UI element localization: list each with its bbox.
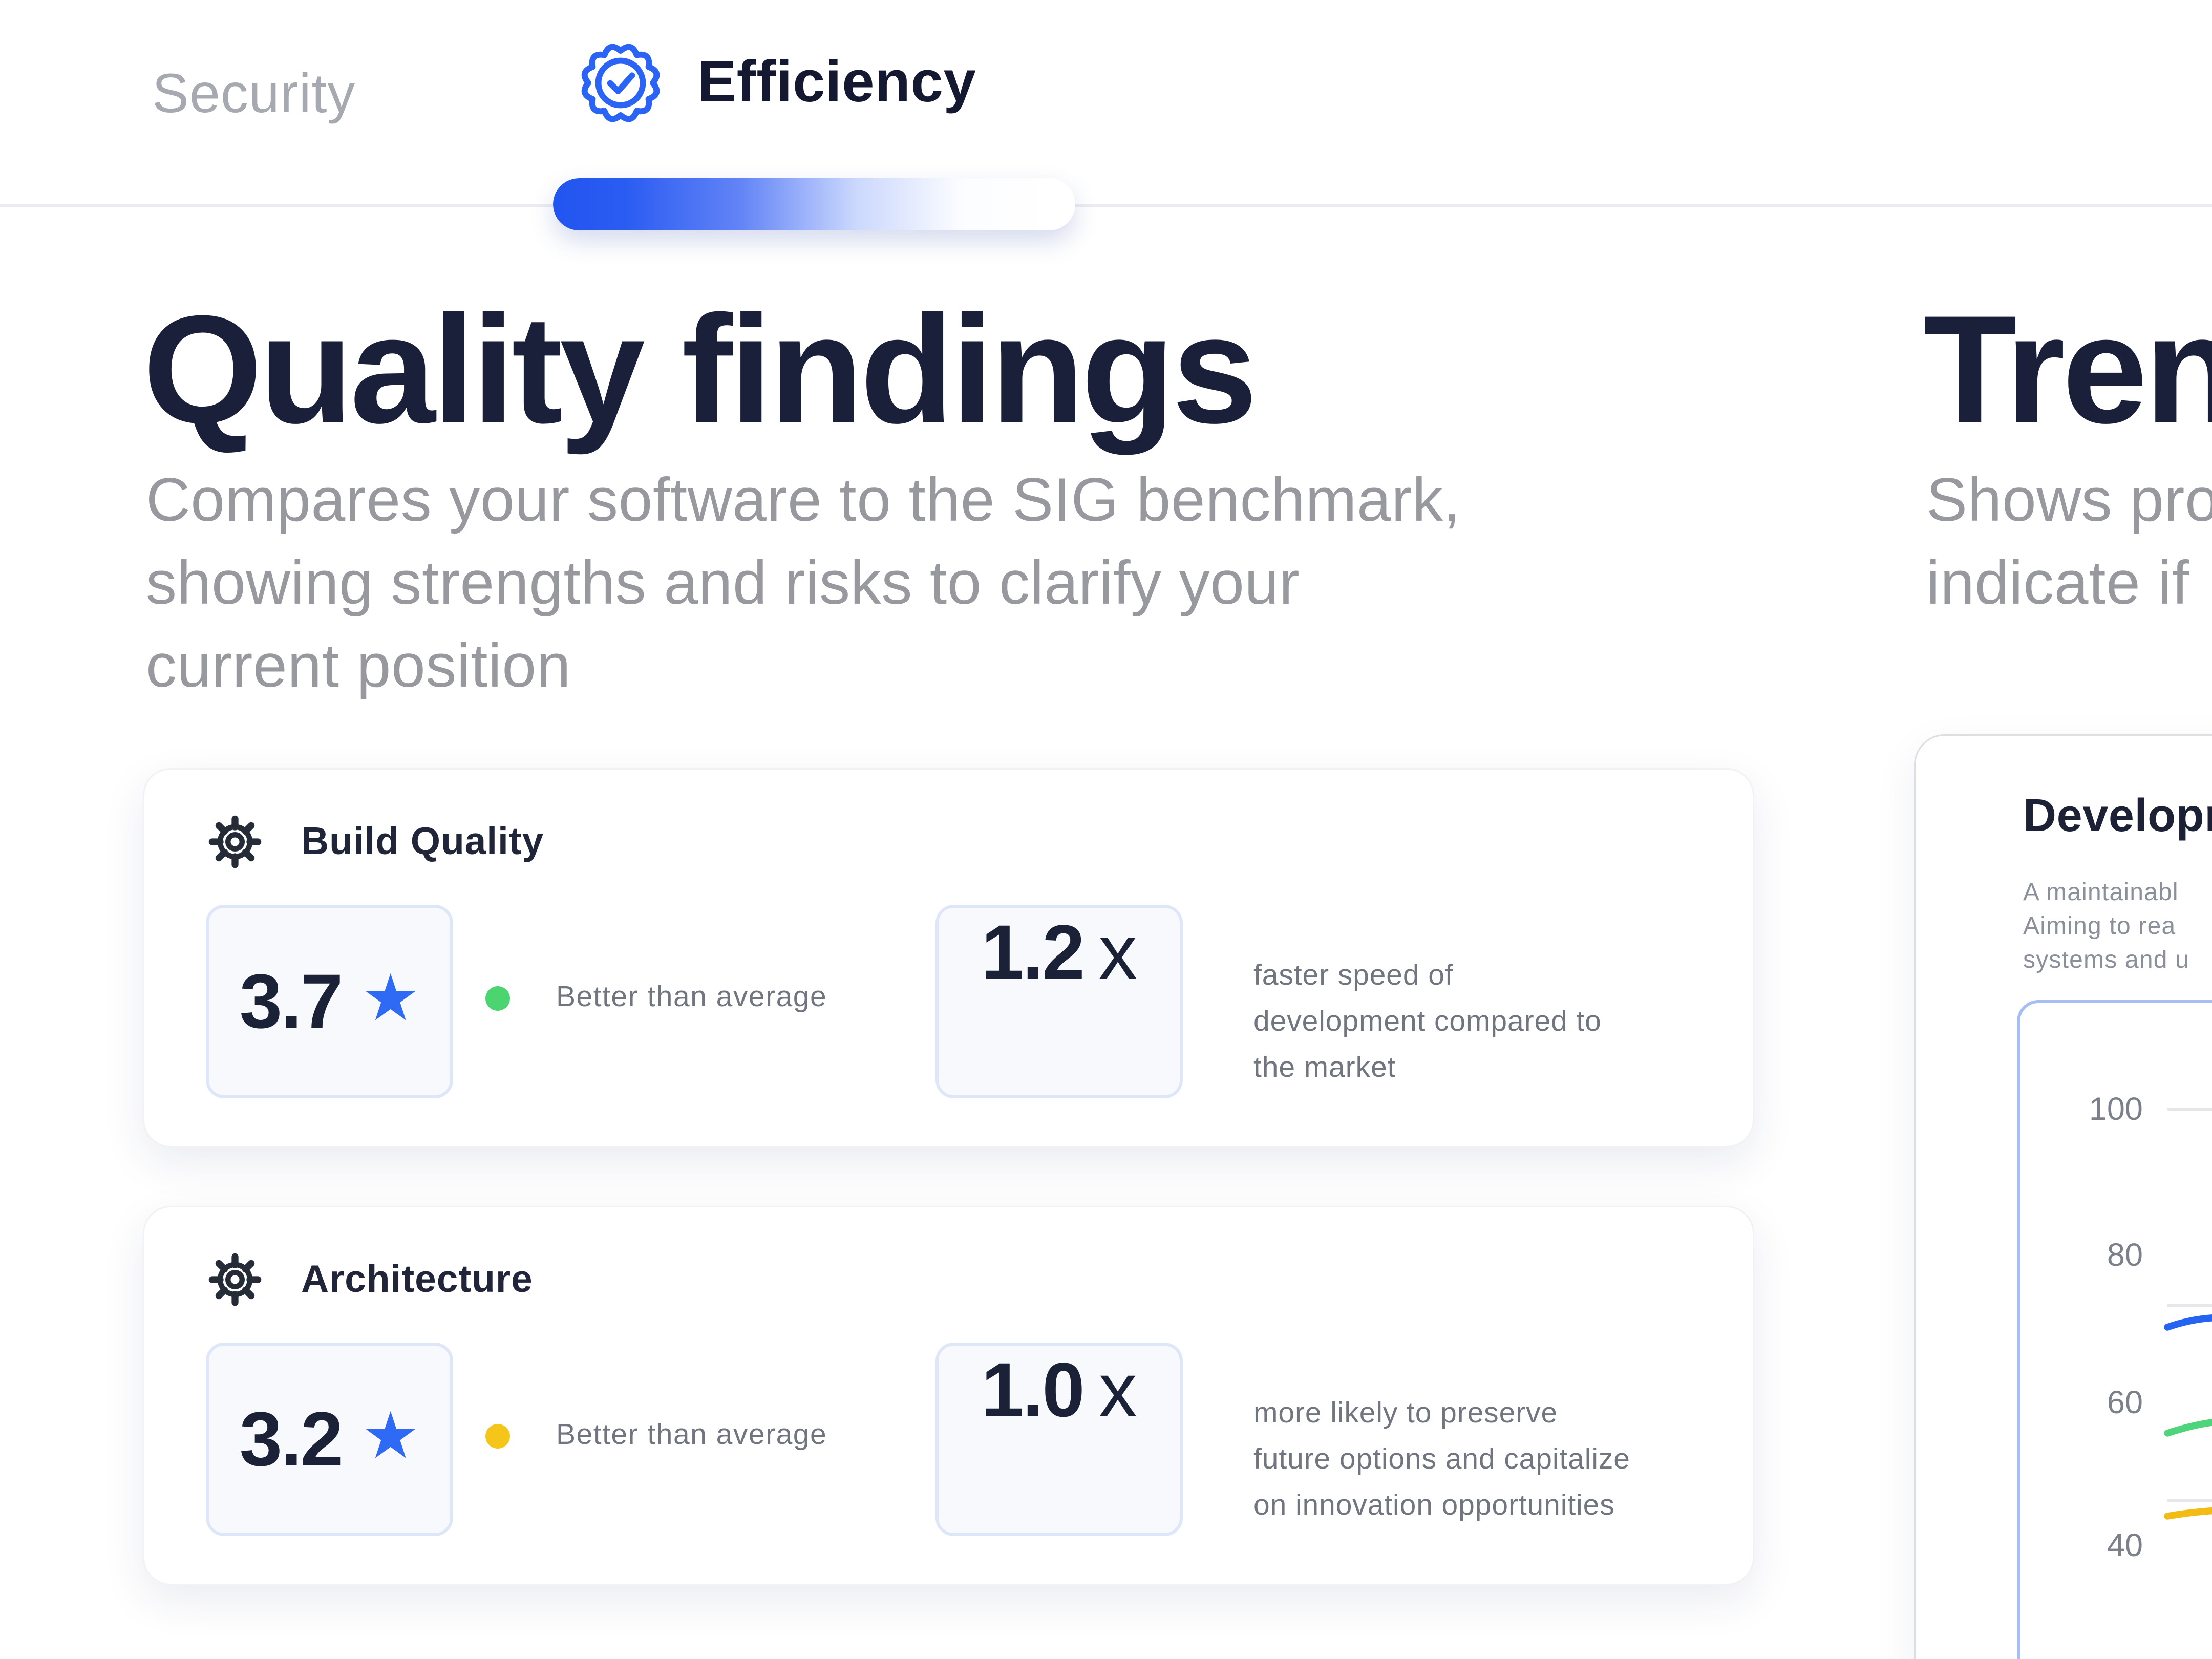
card-title: Build Quality [301, 819, 544, 863]
multiplier-unit: x [1098, 1347, 1137, 1433]
tab-security[interactable]: Security [152, 61, 356, 124]
desc-line: development compared to [1253, 1006, 1602, 1038]
status-dot [485, 986, 510, 1011]
status-label: Better than average [556, 982, 827, 1014]
line-series-blue [2164, 1314, 2212, 1331]
trend-chart-plot [2164, 1108, 2212, 1520]
star-icon: ★ [361, 1399, 420, 1472]
score-box: 3.2 ★ [206, 1343, 453, 1536]
subtitle-line: indicate if [1926, 550, 2189, 618]
y-tick-80: 80 [2107, 1238, 2143, 1273]
tab-efficiency[interactable]: Efficiency [578, 40, 976, 126]
trend-title: Trend [1923, 284, 2212, 456]
multiplier-box: 1.2 x [935, 905, 1183, 1098]
tab-efficiency-label: Efficiency [697, 50, 976, 115]
multiplier-unit: x [1098, 909, 1137, 995]
subtitle-line: Compares your software to the SIG benchm… [146, 467, 1461, 535]
multiplier-value: 1.2 [981, 909, 1085, 995]
desc-line: faster speed of [1253, 960, 1454, 992]
gridlines [2167, 1108, 2212, 1502]
score-value: 3.2 [239, 1396, 344, 1482]
desc-line: more likely to preserve [1253, 1398, 1558, 1430]
subtitle-line: showing strengths and risks to clarify y… [146, 550, 1300, 618]
verified-badge-icon [581, 44, 660, 122]
development-heading: Development [2023, 791, 2212, 842]
subtitle-line: current position [146, 633, 571, 700]
multiplier-value: 1.0 [981, 1347, 1085, 1433]
y-tick-40: 40 [2107, 1528, 2143, 1564]
progress-fill [553, 178, 1075, 230]
multiplier-box: 1.0 x [935, 1343, 1183, 1536]
multiplier-description: faster speed of development compared to … [1253, 954, 1602, 1092]
quality-findings-subtitle: Compares your software to the SIG benchm… [146, 459, 1461, 708]
trend-chart: 100 80 60 40 [2017, 1000, 2212, 1659]
y-tick-100: 100 [2089, 1092, 2143, 1128]
desc-line: the market [1253, 1052, 1396, 1084]
line-series-green [2164, 1419, 2212, 1437]
development-description: A maintainabl Aiming to rea systems and … [2023, 877, 2189, 979]
efficiency-progress-bar [553, 178, 1075, 230]
quality-findings-title: Quality findings [143, 284, 1258, 456]
score-box: 3.7 ★ [206, 905, 453, 1098]
card-header: Build Quality [206, 810, 544, 874]
line-series-yellow [2164, 1507, 2212, 1520]
score-value: 3.7 [239, 959, 344, 1045]
trend-subtitle: Shows pro indicate if [1926, 459, 2212, 625]
top-tab-bar: Security Efficiency [0, 0, 2212, 246]
star-icon: ★ [361, 962, 420, 1034]
subtitle-line: Shows pro [1926, 467, 2212, 535]
y-tick-60: 60 [2107, 1386, 2143, 1421]
gear-icon [208, 1253, 262, 1306]
status-label: Better than average [556, 1419, 827, 1452]
desc-line: future options and capitalize [1253, 1444, 1630, 1476]
card-header: Architecture [206, 1247, 533, 1312]
desc-line: Aiming to rea [2023, 914, 2176, 940]
card-title: Architecture [301, 1257, 533, 1301]
status-dot [485, 1424, 510, 1449]
multiplier-description: more likely to preserve future options a… [1253, 1392, 1630, 1530]
architecture-card: Architecture 3.2 ★ Better than average 1… [143, 1206, 1754, 1585]
desc-line: systems and u [2023, 948, 2190, 974]
tabbar-divider [0, 204, 2212, 207]
gear-icon [208, 815, 262, 868]
build-quality-card: Build Quality 3.7 ★ Better than average … [143, 768, 1754, 1147]
desc-line: A maintainabl [2023, 880, 2179, 906]
development-trend-card: Development A maintainabl Aiming to rea … [1914, 734, 2212, 1659]
desc-line: on innovation opportunities [1253, 1490, 1615, 1522]
